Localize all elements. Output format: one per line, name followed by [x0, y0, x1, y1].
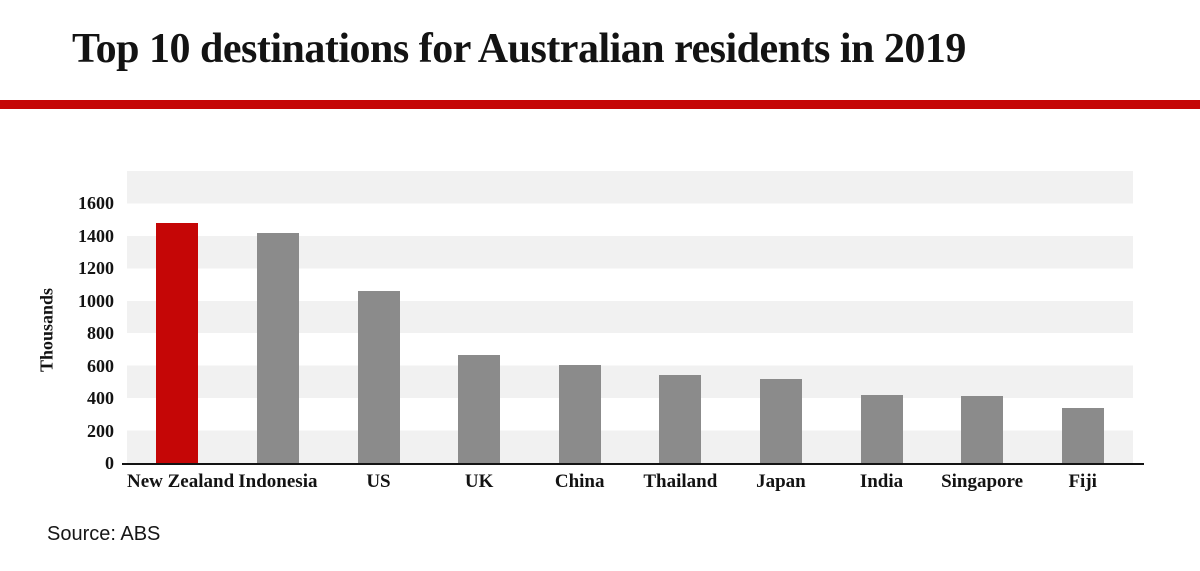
x-axis-line: [122, 463, 1144, 465]
x-category-label-new-zealand: New Zealand: [127, 471, 235, 492]
x-category-label-indonesia: Indonesia: [238, 471, 318, 492]
x-category-label-singapore: Singapore: [941, 471, 1024, 492]
bar-uk: [458, 355, 501, 463]
x-category-label-india: India: [859, 471, 904, 492]
title-accent-rule: [0, 100, 1200, 109]
bar-singapore: [961, 395, 1004, 463]
bar-japan: [759, 378, 802, 463]
x-category-label-japan: Japan: [756, 471, 806, 492]
y-tick-label-200: 200: [87, 420, 114, 441]
bar-new-zealand: [156, 222, 199, 463]
y-tick-label-800: 800: [87, 323, 114, 344]
y-tick-label-1000: 1000: [78, 290, 114, 311]
y-tick-label-1400: 1400: [78, 225, 114, 246]
bar-fiji: [1061, 407, 1104, 463]
y-tick-label-1200: 1200: [78, 258, 114, 279]
y-tick-label-400: 400: [87, 388, 114, 409]
bar-indonesia: [256, 232, 299, 463]
bar-us: [357, 291, 400, 463]
bar-india: [860, 394, 903, 463]
y-tick-label-1600: 1600: [78, 193, 114, 214]
bar-china: [558, 364, 601, 463]
chart-title: Top 10 destinations for Australian resid…: [72, 26, 966, 72]
x-category-label-thailand: Thailand: [643, 471, 718, 492]
bar-thailand: [659, 375, 702, 463]
x-category-label-fiji: Fiji: [1068, 471, 1097, 492]
source-note: Source: ABS: [47, 523, 161, 545]
y-tick-label-600: 600: [87, 355, 114, 376]
x-category-label-us: US: [366, 471, 391, 492]
plot-area: [127, 171, 1133, 463]
x-category-label-uk: UK: [464, 471, 494, 492]
x-category-label-china: China: [554, 471, 605, 492]
y-tick-label-0: 0: [105, 453, 114, 473]
